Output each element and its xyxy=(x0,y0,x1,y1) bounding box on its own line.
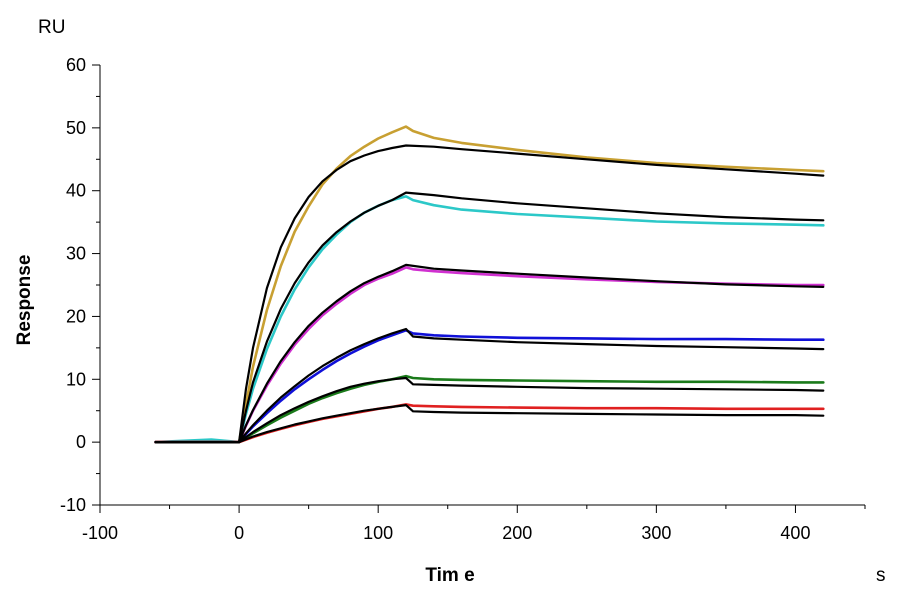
x-tick-label: 100 xyxy=(363,523,393,543)
y-tick-label: 0 xyxy=(76,432,86,452)
fit-curve-line xyxy=(154,144,825,444)
y-tick-label: 60 xyxy=(66,55,86,75)
y-tick-label: 10 xyxy=(66,369,86,389)
y-axis-title: Response xyxy=(14,255,35,346)
x-tick-label: 200 xyxy=(502,523,532,543)
fit-curve-line xyxy=(154,263,825,444)
fit-curve-line xyxy=(154,376,825,444)
fit-curve-line xyxy=(154,191,825,444)
y-unit-label: RU xyxy=(38,17,65,38)
x-tick-label: 400 xyxy=(780,523,810,543)
x-tick-label: 0 xyxy=(234,523,244,543)
x-tick-label: -100 xyxy=(82,523,118,543)
y-tick-label: 50 xyxy=(66,118,86,138)
y-tick-label: 40 xyxy=(66,181,86,201)
measured-response-line xyxy=(154,329,825,444)
x-tick-label: 300 xyxy=(641,523,671,543)
x-unit-label: s xyxy=(876,565,886,586)
tick-marks xyxy=(92,64,866,513)
y-tick-label: 30 xyxy=(66,244,86,264)
fit-curve-line xyxy=(154,404,825,444)
series-lines xyxy=(154,125,825,444)
y-tick-label: -10 xyxy=(60,495,86,515)
fit-curve-line xyxy=(154,327,825,444)
y-tick-label: 20 xyxy=(66,306,86,326)
measured-response-line xyxy=(154,125,825,444)
x-axis-title: Tim e xyxy=(425,565,474,586)
